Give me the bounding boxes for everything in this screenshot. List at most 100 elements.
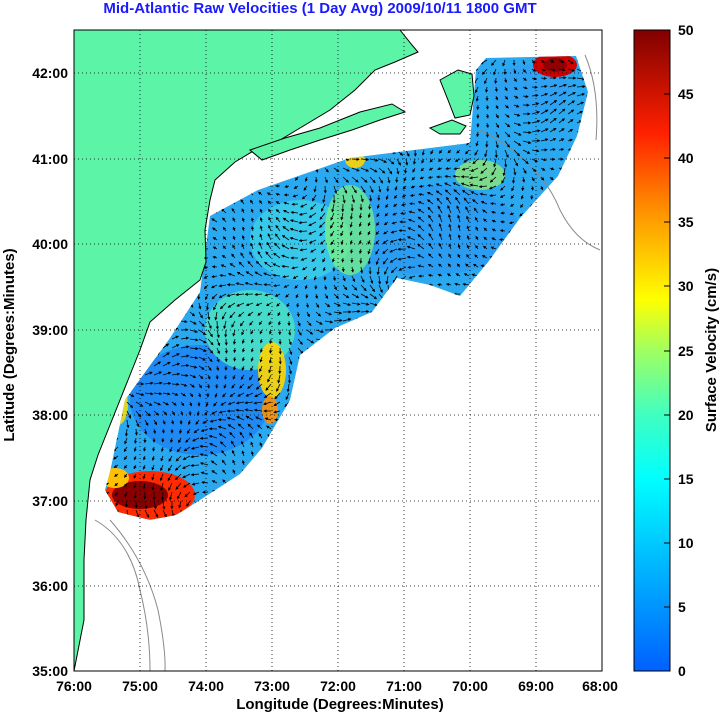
- velocity-arrow: [576, 101, 585, 106]
- velocity-arrow: [540, 59, 545, 64]
- velocity-arrow: [293, 185, 299, 189]
- velocity-arrow: [456, 149, 461, 154]
- velocity-arrow: [481, 68, 488, 75]
- velocity-arrow: [469, 176, 479, 180]
- velocity-arrow: [480, 201, 488, 205]
- velocity-arrow: [576, 84, 586, 89]
- velocity-arrow: [522, 86, 528, 90]
- velocity-arrow: [484, 86, 489, 93]
- colorbar-tick-label: 15: [678, 471, 694, 487]
- velocity-arrow: [438, 149, 443, 154]
- velocity-arrow: [240, 252, 245, 259]
- velocity-arrow: [349, 212, 354, 220]
- velocity-arrow: [484, 77, 488, 85]
- velocity-arrow: [454, 158, 461, 162]
- velocity-arrow: [531, 110, 540, 115]
- velocity-arrow: [232, 217, 236, 223]
- velocity-arrow: [540, 138, 549, 142]
- velocity-arrow: [282, 210, 290, 214]
- velocity-arrow: [540, 68, 546, 72]
- velocity-arrow: [453, 189, 461, 196]
- velocity-arrow: [447, 204, 452, 214]
- velocity-arrow: [531, 176, 535, 182]
- velocity-arrow: [308, 221, 317, 226]
- velocity-arrow: [452, 174, 461, 179]
- velocity-arrow: [358, 212, 363, 219]
- velocity-arrow: [576, 77, 586, 81]
- velocity-arrow: [222, 236, 227, 241]
- velocity-arrow: [522, 130, 532, 135]
- velocity-arrow: [340, 221, 344, 229]
- velocity-arrow: [549, 127, 557, 133]
- velocity-arrow: [475, 140, 479, 147]
- velocity-arrow: [428, 214, 434, 223]
- velocity-arrow: [382, 257, 389, 265]
- velocity-arrow: [428, 253, 434, 259]
- velocity-arrow: [417, 216, 425, 223]
- velocity-arrow: [289, 236, 299, 241]
- velocity-arrow: [349, 239, 354, 245]
- velocity-arrow: [376, 203, 380, 210]
- velocity-arrow: [457, 253, 461, 259]
- velocity-arrow: [212, 237, 218, 241]
- velocity-arrow: [472, 199, 479, 205]
- velocity-arrow: [282, 217, 290, 223]
- velocity-arrow: [331, 248, 335, 254]
- velocity-arrow: [558, 138, 565, 142]
- velocity-arrow: [491, 167, 497, 176]
- velocity-arrow: [491, 210, 497, 214]
- velocity-arrow: [475, 226, 479, 232]
- velocity-arrow: [558, 83, 567, 88]
- velocity-arrow: [504, 95, 509, 100]
- velocity-arrow: [549, 59, 555, 63]
- velocity-arrow: [540, 84, 548, 89]
- velocity-arrow: [367, 212, 371, 219]
- velocity-arrow: [389, 257, 398, 263]
- velocity-arrow: [360, 185, 366, 194]
- velocity-arrow: [351, 167, 360, 172]
- velocity-arrow: [259, 225, 263, 232]
- velocity-arrow: [558, 99, 567, 106]
- velocity-arrow: [385, 203, 389, 209]
- velocity-arrow: [408, 210, 416, 214]
- velocity-arrow: [266, 241, 272, 250]
- velocity-arrow: [495, 113, 499, 119]
- velocity-arrow: [250, 242, 254, 250]
- velocity-arrow: [275, 192, 281, 196]
- velocity-arrow: [330, 239, 335, 246]
- velocity-arrow: [510, 203, 515, 207]
- velocity-arrow: [412, 158, 417, 165]
- velocity-arrow: [267, 233, 272, 241]
- velocity-arrow: [298, 212, 308, 216]
- velocity-arrow: [445, 166, 452, 171]
- velocity-arrow: [360, 176, 368, 183]
- velocity-arrow: [466, 225, 470, 232]
- velocity-arrow: [460, 182, 470, 187]
- velocity-arrow: [391, 221, 398, 225]
- velocity-arrow: [457, 224, 461, 232]
- velocity-arrow: [281, 254, 290, 259]
- velocity-arrow: [284, 184, 290, 188]
- velocity-arrow: [298, 238, 308, 243]
- velocity-arrow: [531, 149, 540, 153]
- y-tick-label: 41:00: [32, 151, 68, 167]
- velocity-arrow: [495, 122, 500, 129]
- velocity-arrow: [558, 59, 565, 64]
- velocity-arrow: [456, 205, 461, 214]
- velocity-arrow: [502, 59, 506, 67]
- velocity-arrow: [485, 113, 489, 119]
- velocity-arrow: [540, 118, 549, 124]
- velocity-arrow: [250, 208, 254, 214]
- velocity-arrow: [342, 176, 349, 183]
- velocity-arrow: [522, 167, 527, 174]
- velocity-arrow: [358, 221, 362, 228]
- velocity-arrow: [446, 196, 452, 205]
- velocity-arrow: [463, 158, 470, 163]
- velocity-arrow: [491, 59, 497, 66]
- velocity-arrow: [342, 194, 346, 204]
- velocity-arrow: [250, 199, 254, 205]
- velocity-arrow: [495, 140, 499, 149]
- velocity-arrow: [438, 223, 443, 232]
- velocity-arrow: [483, 218, 488, 223]
- velocity-arrow: [567, 100, 576, 106]
